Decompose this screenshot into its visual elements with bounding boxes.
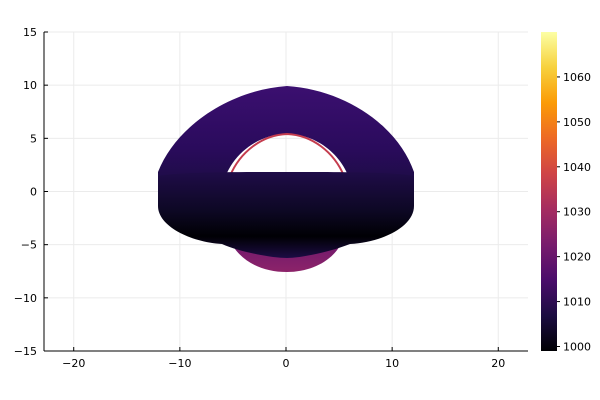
x-tick-label: 0 [283, 357, 290, 370]
y-tick-label: 10 [23, 79, 37, 92]
colorbar-ticks: 1000 1010 1020 1030 1040 1050 1060 [557, 71, 591, 354]
colorbar-tick-label: 1040 [563, 161, 591, 174]
y-axis: −15 −10 −5 0 5 10 15 [14, 26, 48, 358]
colorbar-tick-label: 1010 [563, 296, 591, 309]
y-tick-label: 0 [30, 186, 37, 199]
photon-ring [229, 132, 345, 177]
y-tick-label: −10 [14, 292, 37, 305]
y-tick-label: −5 [21, 239, 37, 252]
colorbar-tick-label: 1050 [563, 116, 591, 129]
colorbar-tick-label: 1030 [563, 206, 591, 219]
colorbar-tick-label: 1000 [563, 341, 591, 354]
y-tick-label: −15 [14, 345, 37, 358]
x-tick-label: −10 [168, 357, 191, 370]
colorbar-tick-label: 1020 [563, 251, 591, 264]
colorbar-tick-label: 1060 [563, 71, 591, 84]
colorbar-gradient [541, 32, 557, 351]
disk-front [158, 172, 414, 258]
x-tick-label: 10 [385, 357, 399, 370]
disk-image [158, 86, 414, 272]
upper-disk-back [158, 86, 414, 190]
colorbar: 1000 1010 1020 1030 1040 1050 1060 [541, 32, 591, 354]
x-axis: −20 −10 0 10 20 [62, 347, 505, 370]
y-tick-label: 15 [23, 26, 37, 39]
x-tick-label: 20 [491, 357, 505, 370]
x-tick-label: −20 [62, 357, 85, 370]
y-tick-label: 5 [30, 132, 37, 145]
